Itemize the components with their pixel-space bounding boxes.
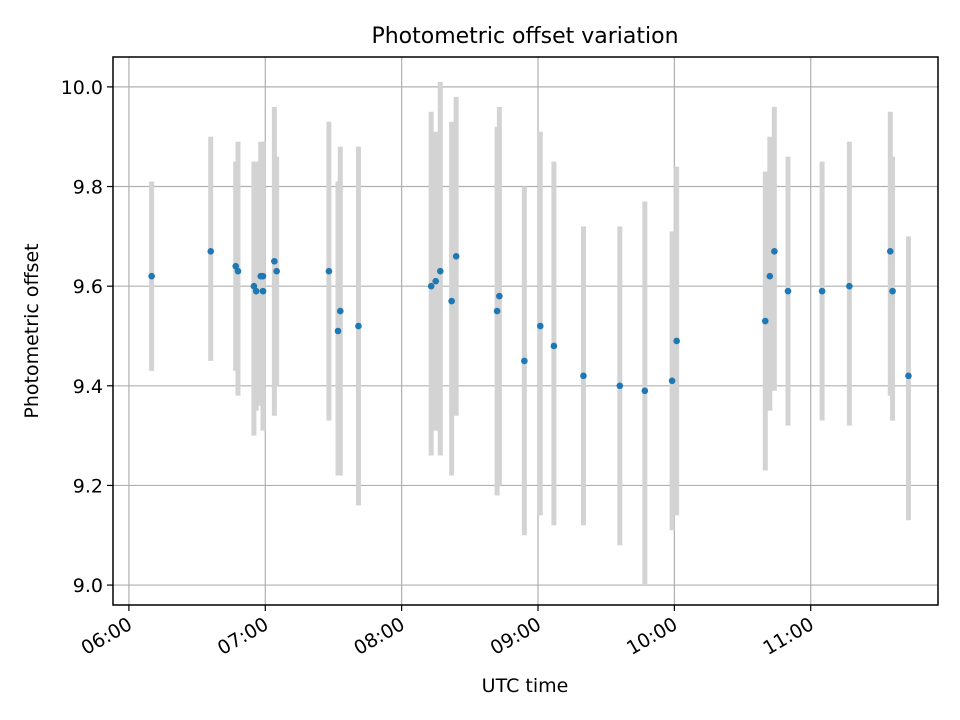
data-point (250, 282, 258, 290)
data-point (668, 377, 676, 385)
data-point (259, 287, 267, 295)
data-point (761, 317, 769, 325)
data-point (886, 247, 894, 255)
data-point (432, 277, 440, 285)
x-axis-label: UTC time (482, 675, 569, 697)
data-point (784, 287, 792, 295)
data-point (334, 327, 342, 335)
y-tick-label: 9.0 (73, 575, 103, 597)
data-point (616, 382, 624, 390)
data-point (818, 287, 826, 295)
y-tick-label: 10.0 (61, 77, 103, 99)
data-point (771, 247, 778, 255)
data-point (521, 357, 528, 365)
data-point (436, 267, 444, 275)
data-point (232, 262, 240, 270)
data-point (325, 267, 333, 275)
data-points (148, 247, 912, 395)
data-point (252, 287, 260, 295)
data-point (673, 337, 680, 345)
data-point (234, 267, 242, 275)
y-tick-label: 9.4 (73, 376, 103, 398)
data-point (496, 292, 503, 300)
data-point (427, 282, 435, 290)
data-point (259, 272, 267, 280)
data-point (448, 297, 455, 305)
data-point (580, 372, 587, 380)
data-point (493, 307, 501, 315)
y-tick-label: 9.6 (73, 276, 103, 298)
data-point (452, 252, 460, 260)
data-point (207, 247, 215, 255)
data-point (273, 267, 280, 275)
y-axis-ticks: 9.0 9.2 9.4 9.6 9.8 10.0 (61, 77, 113, 597)
data-point (905, 372, 912, 380)
y-axis-label: Photometric offset (21, 243, 43, 418)
data-point (336, 307, 344, 315)
data-point (148, 272, 155, 280)
data-point (889, 287, 896, 295)
data-point (271, 257, 278, 265)
data-point (550, 342, 558, 350)
data-point (536, 322, 544, 330)
data-point (766, 272, 774, 280)
plot-frame (112, 56, 939, 606)
data-point (641, 387, 649, 395)
data-point (355, 322, 362, 330)
data-point (846, 282, 853, 290)
chart-title: Photometric offset variation (371, 24, 678, 49)
y-tick-label: 9.2 (73, 475, 103, 497)
y-tick-label: 9.8 (73, 177, 103, 199)
